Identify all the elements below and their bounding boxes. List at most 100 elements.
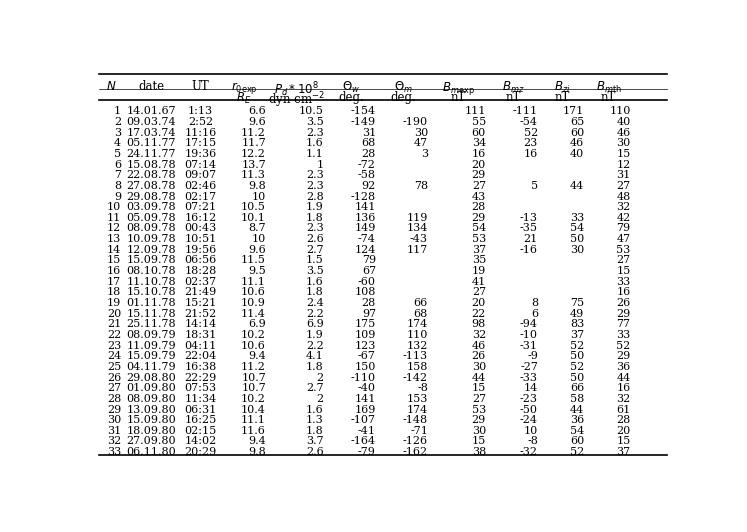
- Text: 22: 22: [107, 330, 121, 340]
- Text: 02:15: 02:15: [185, 426, 217, 436]
- Text: 15.08.78: 15.08.78: [126, 160, 176, 170]
- Text: 9.6: 9.6: [248, 117, 266, 127]
- Text: -54: -54: [520, 117, 538, 127]
- Text: 04:11: 04:11: [185, 340, 217, 351]
- Text: -27: -27: [520, 362, 538, 372]
- Text: 2.7: 2.7: [306, 245, 323, 255]
- Text: 16: 16: [524, 149, 538, 159]
- Text: -71: -71: [410, 426, 428, 436]
- Text: 1: 1: [114, 106, 121, 117]
- Text: 28: 28: [471, 202, 486, 212]
- Text: 175: 175: [355, 319, 376, 329]
- Text: 16: 16: [107, 266, 121, 276]
- Text: 6: 6: [531, 309, 538, 319]
- Text: 11.2: 11.2: [241, 362, 266, 372]
- Text: 10.7: 10.7: [241, 383, 266, 393]
- Text: 23: 23: [107, 340, 121, 351]
- Text: 32: 32: [471, 330, 486, 340]
- Text: 26: 26: [471, 351, 486, 361]
- Text: 10.6: 10.6: [241, 287, 266, 297]
- Text: 1.6: 1.6: [306, 138, 323, 148]
- Text: 9.4: 9.4: [248, 436, 266, 446]
- Text: 54: 54: [570, 426, 584, 436]
- Text: 37: 37: [472, 245, 486, 255]
- Text: 11.6: 11.6: [241, 426, 266, 436]
- Text: 31: 31: [107, 426, 121, 436]
- Text: 15: 15: [616, 266, 630, 276]
- Text: $\Theta_w$: $\Theta_w$: [342, 80, 360, 95]
- Text: 28: 28: [362, 149, 376, 159]
- Text: 20: 20: [616, 426, 630, 436]
- Text: 60: 60: [570, 436, 584, 446]
- Text: 36: 36: [616, 362, 630, 372]
- Text: 10.4: 10.4: [241, 404, 266, 414]
- Text: 44: 44: [616, 372, 630, 383]
- Text: 10: 10: [252, 192, 266, 202]
- Text: 25: 25: [107, 362, 121, 372]
- Text: 52: 52: [616, 340, 630, 351]
- Text: -8: -8: [417, 383, 428, 393]
- Text: -31: -31: [520, 340, 538, 351]
- Text: 11.1: 11.1: [241, 415, 266, 425]
- Text: 78: 78: [414, 181, 428, 191]
- Text: 15: 15: [471, 383, 486, 393]
- Text: 10: 10: [252, 234, 266, 244]
- Text: 68: 68: [362, 138, 376, 148]
- Text: 22.08.78: 22.08.78: [126, 170, 176, 180]
- Text: 41: 41: [471, 277, 486, 287]
- Text: 9: 9: [114, 192, 121, 202]
- Text: 1.8: 1.8: [306, 362, 323, 372]
- Text: 20: 20: [471, 298, 486, 308]
- Text: 29: 29: [471, 170, 486, 180]
- Text: -16: -16: [520, 245, 538, 255]
- Text: 2.8: 2.8: [306, 192, 323, 202]
- Text: 01.09.80: 01.09.80: [126, 383, 176, 393]
- Text: 27: 27: [472, 181, 486, 191]
- Text: 06:56: 06:56: [185, 255, 217, 265]
- Text: -107: -107: [351, 415, 376, 425]
- Text: 28: 28: [616, 415, 630, 425]
- Text: -40: -40: [358, 383, 376, 393]
- Text: 67: 67: [362, 266, 376, 276]
- Text: 61: 61: [616, 404, 630, 414]
- Text: $P_d * 10^8$: $P_d * 10^8$: [273, 80, 318, 99]
- Text: 77: 77: [616, 319, 630, 329]
- Text: 27: 27: [472, 394, 486, 404]
- Text: 8.7: 8.7: [248, 223, 266, 234]
- Text: 44: 44: [570, 404, 584, 414]
- Text: 158: 158: [406, 362, 428, 372]
- Text: 18: 18: [107, 287, 121, 297]
- Text: $B_{m\mathrm{exp}}$: $B_{m\mathrm{exp}}$: [441, 80, 474, 97]
- Text: -67: -67: [358, 351, 376, 361]
- Text: 53: 53: [471, 404, 486, 414]
- Text: 55: 55: [471, 117, 486, 127]
- Text: 10.2: 10.2: [241, 330, 266, 340]
- Text: 16:12: 16:12: [185, 213, 217, 223]
- Text: 11.4: 11.4: [241, 309, 266, 319]
- Text: 26: 26: [107, 372, 121, 383]
- Text: 50: 50: [570, 372, 584, 383]
- Text: -72: -72: [358, 160, 376, 170]
- Text: -113: -113: [403, 351, 428, 361]
- Text: 52: 52: [524, 128, 538, 138]
- Text: 10.09.78: 10.09.78: [126, 234, 176, 244]
- Text: 21: 21: [107, 319, 121, 329]
- Text: 153: 153: [406, 394, 428, 404]
- Text: 54: 54: [570, 223, 584, 234]
- Text: 10.7: 10.7: [241, 372, 266, 383]
- Text: 08.09.80: 08.09.80: [126, 394, 176, 404]
- Text: 3.5: 3.5: [306, 266, 323, 276]
- Text: 04.11.79: 04.11.79: [126, 362, 176, 372]
- Text: 29.08.78: 29.08.78: [126, 192, 176, 202]
- Text: $B_{mz}$: $B_{mz}$: [502, 80, 524, 95]
- Text: 06.11.80: 06.11.80: [126, 447, 176, 457]
- Text: deg.: deg.: [338, 91, 364, 104]
- Text: 17:15: 17:15: [185, 138, 217, 148]
- Text: 09:07: 09:07: [185, 170, 217, 180]
- Text: 05.09.78: 05.09.78: [126, 213, 176, 223]
- Text: 5: 5: [531, 181, 538, 191]
- Text: 29: 29: [471, 415, 486, 425]
- Text: $R_E$: $R_E$: [236, 91, 252, 106]
- Text: 30: 30: [471, 426, 486, 436]
- Text: 4.1: 4.1: [306, 351, 323, 361]
